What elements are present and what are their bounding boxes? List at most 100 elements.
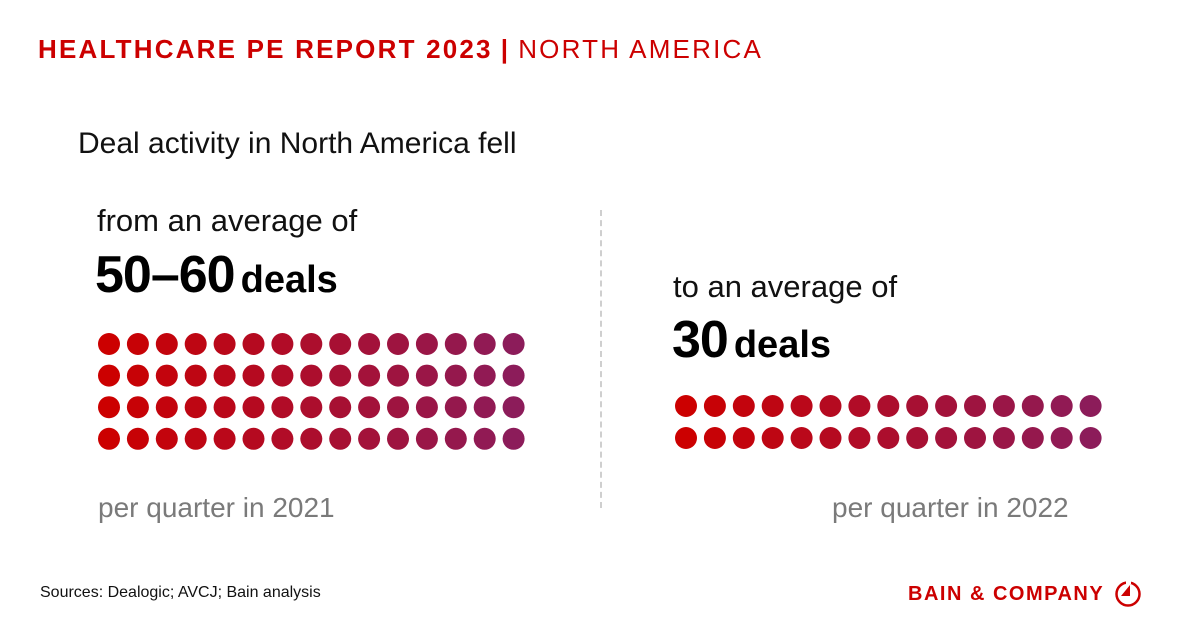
deal-dot bbox=[329, 333, 352, 355]
deal-dot bbox=[126, 396, 149, 419]
deal-dot bbox=[271, 396, 294, 419]
right-value-number: 30 bbox=[672, 311, 729, 369]
deal-dot bbox=[329, 396, 352, 419]
deal-dot bbox=[329, 427, 352, 450]
deal-dot bbox=[732, 395, 755, 417]
deal-dot bbox=[675, 395, 697, 417]
deal-dot bbox=[444, 427, 467, 450]
deal-dot bbox=[992, 427, 1015, 449]
deal-dot bbox=[242, 364, 265, 387]
headline: Deal activity in North America fell bbox=[78, 127, 517, 160]
deal-dot bbox=[790, 395, 813, 417]
deal-dot bbox=[877, 427, 900, 449]
deal-dot bbox=[1050, 395, 1073, 417]
deal-dot bbox=[935, 395, 958, 417]
deal-dot bbox=[877, 395, 900, 417]
right-footnote: per quarter in 2022 bbox=[832, 492, 1069, 523]
deal-dot bbox=[415, 427, 438, 450]
deal-dot bbox=[703, 427, 726, 449]
deal-dot bbox=[271, 427, 294, 450]
deal-dot bbox=[155, 333, 178, 355]
left-value-unit: deals bbox=[240, 259, 338, 301]
deal-dot bbox=[126, 427, 149, 450]
deal-dot bbox=[155, 427, 178, 450]
deal-dot bbox=[415, 396, 438, 419]
deal-dot bbox=[848, 427, 871, 449]
deal-dot bbox=[271, 333, 294, 355]
deal-dot bbox=[126, 333, 149, 355]
deal-dot bbox=[761, 427, 784, 449]
deal-dot bbox=[1021, 395, 1044, 417]
deal-dot bbox=[906, 427, 929, 449]
right-value: 30 deals bbox=[672, 310, 831, 370]
deal-dot bbox=[473, 396, 496, 419]
deal-dot bbox=[387, 333, 409, 355]
deal-dot bbox=[300, 427, 323, 450]
deal-dot bbox=[732, 427, 755, 449]
deal-dot bbox=[184, 427, 207, 450]
deal-dot bbox=[761, 395, 784, 417]
deal-dot bbox=[358, 333, 381, 355]
report-title: HEALTHCARE PE REPORT 2023 | NORTH AMERICA bbox=[38, 34, 763, 65]
deal-dot bbox=[387, 396, 409, 419]
deal-dot bbox=[184, 333, 207, 355]
deal-dot bbox=[935, 427, 958, 449]
deal-dot bbox=[242, 396, 265, 419]
bain-compass-icon bbox=[1115, 580, 1141, 607]
deal-dot bbox=[1079, 395, 1102, 417]
left-value-number: 50–60 bbox=[95, 246, 236, 304]
deal-dot bbox=[242, 427, 265, 450]
source-note: Sources: Dealogic; AVCJ; Bain analysis bbox=[40, 584, 321, 601]
bain-logo: BAIN & COMPANY bbox=[908, 580, 1142, 608]
deal-dot bbox=[358, 396, 381, 419]
deal-dot bbox=[415, 333, 438, 355]
deal-dot bbox=[358, 427, 381, 450]
deal-dot bbox=[184, 396, 207, 419]
deal-dot bbox=[98, 364, 120, 387]
left-footnote: per quarter in 2021 bbox=[98, 492, 335, 523]
deal-dot bbox=[473, 427, 496, 450]
deal-dot bbox=[155, 396, 178, 419]
deal-dot bbox=[675, 427, 697, 449]
deal-dot bbox=[213, 364, 236, 387]
deal-dot bbox=[819, 427, 842, 449]
deal-dot bbox=[819, 395, 842, 417]
deal-dot bbox=[387, 427, 409, 450]
deal-dot bbox=[444, 333, 467, 355]
deal-dot bbox=[329, 364, 352, 387]
deal-dot bbox=[300, 396, 323, 419]
deal-dot bbox=[502, 333, 525, 355]
deal-dot bbox=[184, 364, 207, 387]
deal-dot bbox=[502, 396, 525, 419]
report-title-main: HEALTHCARE PE REPORT 2023 bbox=[38, 34, 493, 64]
deal-dot bbox=[213, 333, 236, 355]
deal-dot bbox=[1079, 427, 1102, 449]
deal-dot bbox=[473, 364, 496, 387]
right-lead: to an average of bbox=[673, 269, 898, 304]
deal-dot bbox=[848, 395, 871, 417]
deal-dot bbox=[213, 427, 236, 450]
deal-dot bbox=[126, 364, 149, 387]
deal-dot bbox=[98, 333, 120, 355]
deal-dot bbox=[387, 364, 409, 387]
deal-dot bbox=[358, 364, 381, 387]
deal-dot bbox=[155, 364, 178, 387]
title-separator: | bbox=[500, 34, 511, 64]
dashed-divider bbox=[600, 210, 602, 508]
deal-dot bbox=[444, 396, 467, 419]
deal-dot bbox=[703, 395, 726, 417]
deal-dot bbox=[444, 364, 467, 387]
deal-dot bbox=[98, 427, 120, 450]
deal-dot bbox=[964, 395, 986, 417]
deal-dot bbox=[502, 427, 525, 450]
left-value: 50–60 deals bbox=[95, 245, 338, 305]
left-lead: from an average of bbox=[97, 203, 358, 238]
deal-dot bbox=[992, 395, 1015, 417]
logo-text: BAIN & COMPANY bbox=[908, 582, 1105, 605]
deal-dot bbox=[1021, 427, 1044, 449]
deal-dot bbox=[300, 333, 323, 355]
deal-dot bbox=[906, 395, 929, 417]
deal-dot bbox=[271, 364, 294, 387]
